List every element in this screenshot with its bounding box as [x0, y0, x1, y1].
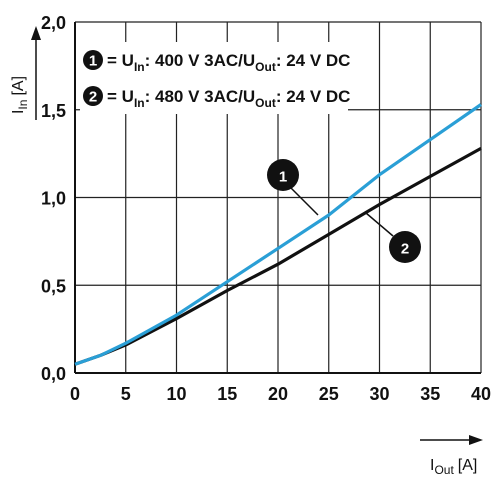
y-tick-label-0: 0,0	[41, 364, 66, 384]
annotation-2-badge	[389, 231, 421, 263]
y-tick-label-1: 0,5	[41, 276, 66, 296]
legend-entry-2-text: = UIn: 480 V 3AC/UOut: 24 V DC	[107, 87, 350, 110]
annotation-1-leader	[289, 186, 319, 216]
x-tick-label-1: 5	[121, 384, 131, 404]
annotation-1-label: 1	[279, 169, 287, 186]
x-tick-label-7: 35	[420, 384, 440, 404]
x-tick-labels: 0 5 10 15 20 25 30 35 40	[70, 384, 491, 404]
annotation-2-leader	[365, 212, 394, 237]
legend-badge-2	[83, 86, 103, 106]
x-tick-label-8: 40	[471, 384, 491, 404]
y-axis-title-text: IIn[A]	[10, 76, 30, 114]
annotation-1-badge	[267, 159, 299, 191]
series-lines	[74, 103, 482, 366]
x-tick-label-2: 10	[166, 384, 186, 404]
x-tick-label-5: 25	[319, 384, 339, 404]
x-axis-title: IOut [A]	[420, 435, 483, 477]
legend-entry-2: 2 = UIn: 480 V 3AC/UOut: 24 V DC	[83, 86, 350, 110]
axes	[74, 22, 481, 374]
x-tick-label-3: 15	[217, 384, 237, 404]
legend-background	[80, 42, 348, 114]
x-tick-label-6: 30	[369, 384, 389, 404]
legend-badge-1	[83, 50, 103, 70]
annotation-2-label: 2	[401, 241, 409, 258]
y-tick-label-4: 2,0	[41, 13, 66, 33]
x-tick-label-0: 0	[70, 384, 80, 404]
y-axis-arrow-head	[31, 26, 41, 40]
x-axis-arrow-head	[469, 435, 483, 445]
legend-entry-1-text: = UIn: 400 V 3AC/UOut: 24 V DC	[107, 51, 350, 74]
legend-entry-1: 1 = UIn: 400 V 3AC/UOut: 24 V DC	[83, 50, 350, 74]
x-axis-title-text: IOut [A]	[430, 457, 477, 477]
y-tick-label-2: 1,0	[41, 189, 66, 209]
y-tick-label-3: 1,5	[41, 101, 66, 121]
y-tick-labels: 0,0 0,5 1,0 1,5 2,0	[41, 13, 66, 384]
x-tick-label-4: 20	[268, 384, 288, 404]
annotation-1: 1	[267, 159, 319, 216]
y-axis-title: IIn[A]	[10, 26, 41, 120]
series-line-1	[74, 103, 482, 366]
annotation-2: 2	[365, 212, 421, 263]
legend-badge-2-label: 2	[89, 89, 97, 106]
legend-badge-1-label: 1	[89, 53, 97, 70]
legend: 1 = UIn: 400 V 3AC/UOut: 24 V DC 2 = UIn…	[80, 42, 350, 114]
